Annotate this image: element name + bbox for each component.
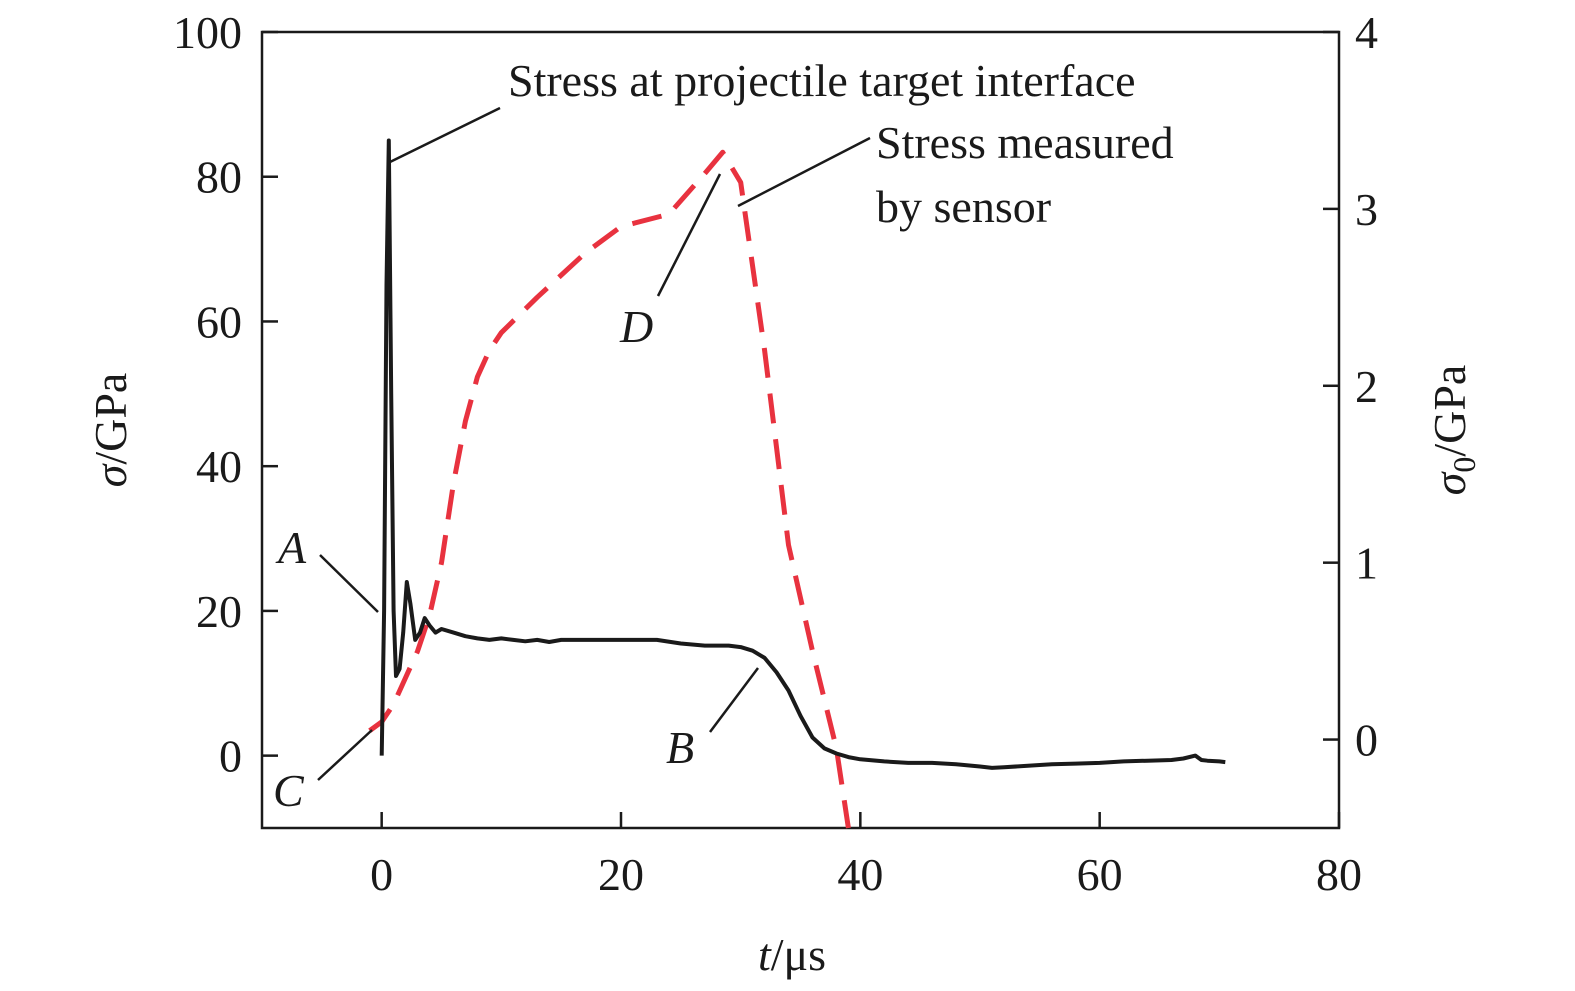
x-tick-label: 60 xyxy=(1077,849,1123,900)
leader-b xyxy=(709,667,759,733)
y2-tick-label: 0 xyxy=(1355,715,1378,766)
leader-d xyxy=(656,173,722,297)
y-tick-label: 40 xyxy=(196,441,242,492)
x-tick-label: 40 xyxy=(837,849,883,900)
y-tick-label: 80 xyxy=(196,152,242,203)
series2-annotation-line2: by sensor xyxy=(876,181,1051,232)
leader-series1 xyxy=(389,106,501,164)
y-axis-label: σ/GPa xyxy=(85,373,136,488)
leader-a xyxy=(319,554,379,613)
annotation-leaders xyxy=(317,106,871,781)
point-label-d: D xyxy=(619,301,653,352)
leader-c xyxy=(317,729,373,781)
point-label-b: B xyxy=(666,722,694,773)
y-tick-label: 20 xyxy=(196,586,242,637)
series-sensor-stress-line xyxy=(368,149,851,829)
series1-annotation: Stress at projectile target interface xyxy=(508,55,1136,106)
y2-tick-label: 2 xyxy=(1355,361,1378,412)
x-axis-label: t/μs xyxy=(758,929,826,980)
y-ticks: 0 20 40 60 80 100 xyxy=(173,7,278,782)
point-label-a: A xyxy=(275,522,307,573)
y-tick-label: 0 xyxy=(219,731,242,782)
x-tick-label: 0 xyxy=(370,849,393,900)
y-tick-label: 100 xyxy=(173,7,242,58)
y2-tick-label: 3 xyxy=(1355,184,1378,235)
y2-tick-label: 1 xyxy=(1355,538,1378,589)
y-tick-label: 60 xyxy=(196,296,242,347)
x-ticks: 0 20 40 60 80 xyxy=(370,812,1362,900)
series2-annotation-line1: Stress measured xyxy=(876,117,1174,168)
series-layer xyxy=(368,138,1226,829)
y2-axis-label: σ0/GPa xyxy=(1424,365,1482,496)
y2-ticks: 0 1 2 3 4 xyxy=(1323,7,1378,766)
series-interface-stress-line xyxy=(379,138,1226,770)
x-tick-label: 20 xyxy=(598,849,644,900)
y2-tick-label: 4 xyxy=(1355,7,1378,58)
plot-frame xyxy=(260,30,1341,830)
leader-series2 xyxy=(737,136,871,208)
x-tick-label: 80 xyxy=(1316,849,1362,900)
point-label-c: C xyxy=(273,765,305,816)
